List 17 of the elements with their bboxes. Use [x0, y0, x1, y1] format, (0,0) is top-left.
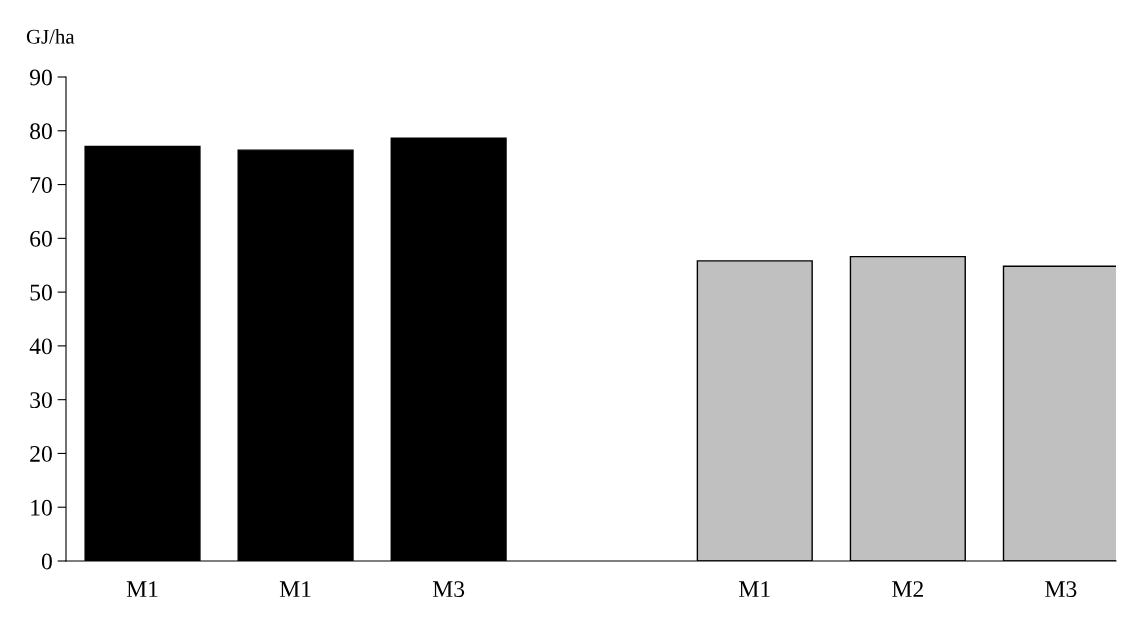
y-tick-label: 80 — [30, 123, 52, 140]
x-tick-label: M1 — [739, 581, 770, 597]
y-tick-label: 50 — [30, 284, 52, 301]
y-tick-label: 30 — [30, 392, 52, 409]
y-tick-label: 10 — [31, 499, 52, 516]
y-tick-label: 0 — [41, 553, 52, 570]
x-tick-label: M3 — [432, 581, 465, 598]
y-tick-label: 20 — [30, 445, 52, 462]
y-tick-label: 70 — [30, 177, 52, 193]
y-tick-label: 90 — [29, 69, 52, 86]
x-tick-label: M1 — [279, 581, 311, 597]
y-axis-title: GJ/ha — [26, 29, 75, 44]
x-tick-label: M1 — [126, 581, 158, 597]
x-tick-label: M2 — [892, 581, 923, 597]
y-tick-label: 40 — [29, 338, 52, 355]
x-tick-label: M3 — [1045, 581, 1077, 598]
y-tick-label: 60 — [30, 230, 52, 247]
